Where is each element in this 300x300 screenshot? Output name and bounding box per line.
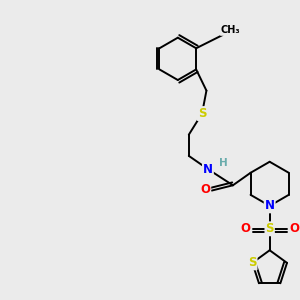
- Text: N: N: [265, 200, 275, 212]
- Text: S: S: [266, 222, 274, 235]
- Text: O: O: [200, 183, 210, 196]
- Text: O: O: [240, 222, 250, 235]
- Text: S: S: [248, 256, 256, 269]
- Text: O: O: [289, 222, 299, 235]
- Text: S: S: [198, 107, 206, 120]
- Text: N: N: [203, 163, 213, 176]
- Text: CH₃: CH₃: [221, 25, 240, 35]
- Text: H: H: [219, 158, 228, 168]
